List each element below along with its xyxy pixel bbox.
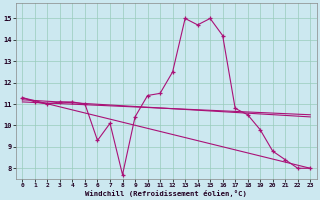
X-axis label: Windchill (Refroidissement éolien,°C): Windchill (Refroidissement éolien,°C) xyxy=(85,190,247,197)
